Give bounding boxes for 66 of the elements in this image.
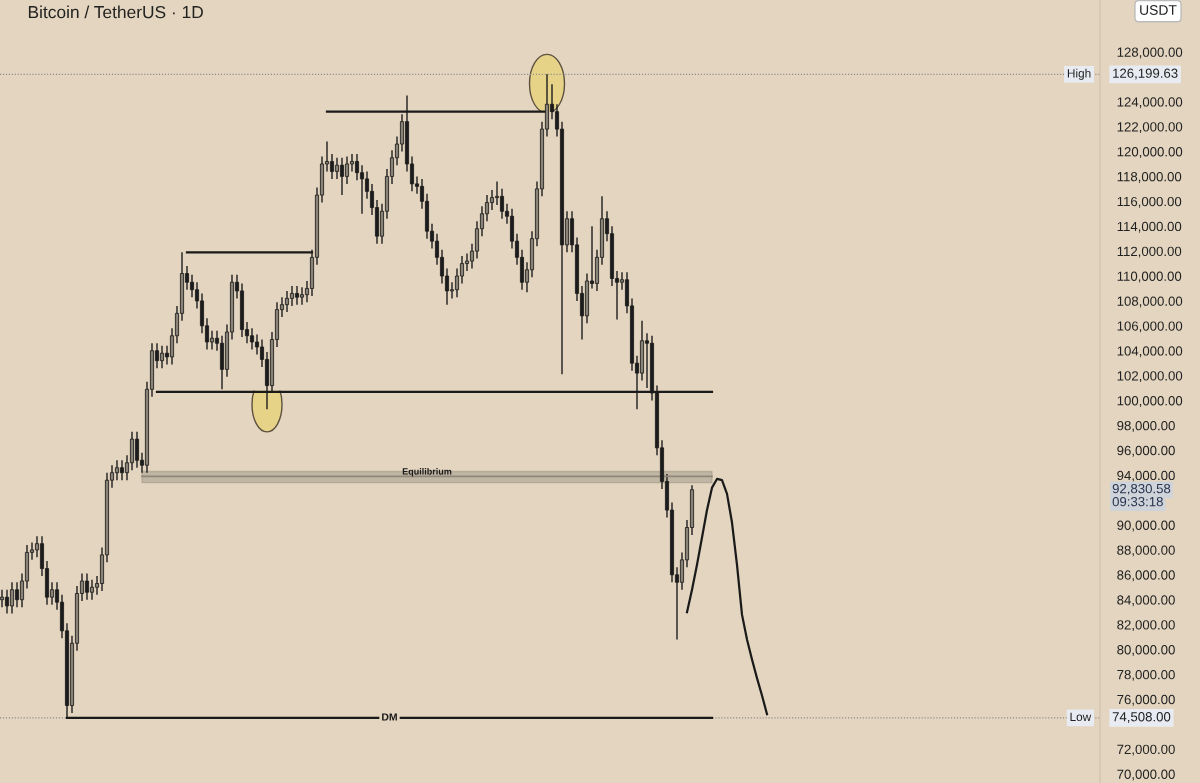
candlestick xyxy=(4,589,10,615)
y-tick-label: 78,000.00 xyxy=(1117,669,1175,681)
y-tick-label: 94,000.00 xyxy=(1117,470,1175,482)
candlestick xyxy=(344,155,350,185)
line-series xyxy=(685,477,769,716)
candlestick xyxy=(9,581,15,615)
candlestick xyxy=(329,153,335,180)
candlestick xyxy=(129,430,135,471)
y-tick-label: 84,000.00 xyxy=(1117,595,1175,607)
candlestick xyxy=(289,285,295,307)
candlestick xyxy=(189,274,195,298)
y-tick-label: 120,000.00 xyxy=(1117,147,1183,158)
y-tick-label: 82,000.00 xyxy=(1117,620,1175,632)
text: 126,199.63 xyxy=(1113,68,1178,80)
candlestick xyxy=(294,285,300,306)
candlestick xyxy=(84,572,90,601)
candlestick xyxy=(119,459,125,481)
y-tick-label: 122,000.00 xyxy=(1117,122,1183,134)
text: 09:33:18 xyxy=(1112,496,1163,507)
chart-title: Bitcoin / TetherUS · 1D xyxy=(28,5,203,19)
y-tick-label: 80,000.00 xyxy=(1117,645,1175,656)
y-tick-label: 96,000.00 xyxy=(1117,445,1175,457)
y-tick-label: 118,000.00 xyxy=(1117,171,1182,183)
candlestick xyxy=(284,290,290,313)
y-tick-label: 76,000.00 xyxy=(1117,694,1175,706)
y-tick-label: 114,000.00 xyxy=(1117,221,1182,233)
y-tick-label: 108,000.00 xyxy=(1117,296,1183,308)
y-tick-label: 98,000.00 xyxy=(1117,420,1175,432)
y-tick-label: 124,000.00 xyxy=(1117,97,1183,109)
text: 74,508.00 xyxy=(1112,712,1171,723)
ref-line-label: Low xyxy=(1070,712,1092,722)
candlestick xyxy=(349,153,355,173)
candlestick xyxy=(114,459,120,481)
y-tick-label: 86,000.00 xyxy=(1117,570,1175,582)
candlestick xyxy=(134,430,140,469)
candlestick xyxy=(454,267,460,298)
text: 92,830.58 xyxy=(1112,483,1171,495)
ref-line-label: High xyxy=(1067,68,1091,80)
candlestick xyxy=(334,157,340,180)
candlestick xyxy=(249,327,255,351)
candlestick xyxy=(299,286,305,306)
candlestick xyxy=(354,153,360,181)
y-tick-label: 102,000.00 xyxy=(1117,371,1183,383)
y-tick-label: 106,000.00 xyxy=(1117,321,1183,333)
candlestick xyxy=(89,579,95,601)
y-tick-label: 116,000.00 xyxy=(1117,196,1182,208)
candlestick xyxy=(499,188,505,220)
series-label: Equilibrium xyxy=(402,468,452,477)
text: USDT xyxy=(1140,5,1177,15)
y-tick-label: 110,000.00 xyxy=(1117,271,1182,283)
y-tick-label: 104,000.00 xyxy=(1117,346,1183,358)
candlestick xyxy=(0,589,5,608)
y-tick-label: 88,000.00 xyxy=(1117,545,1175,557)
y-tick-label: 112,000.00 xyxy=(1117,246,1182,258)
y-tick-label: 72,000.00 xyxy=(1117,744,1175,756)
y-tick-label: 128,000.00 xyxy=(1117,47,1183,59)
candlestick xyxy=(254,333,260,356)
y-tick-label: 100,000.00 xyxy=(1117,396,1183,407)
candlestick xyxy=(489,189,495,211)
candlestick xyxy=(339,157,345,196)
y-tick-label: 70,000.00 xyxy=(1117,769,1175,781)
candlestick xyxy=(14,581,20,608)
candlestick xyxy=(159,345,165,369)
candlestick xyxy=(359,164,365,215)
series-label: DM xyxy=(382,713,397,721)
y-tick-label: 90,000.00 xyxy=(1117,520,1175,532)
